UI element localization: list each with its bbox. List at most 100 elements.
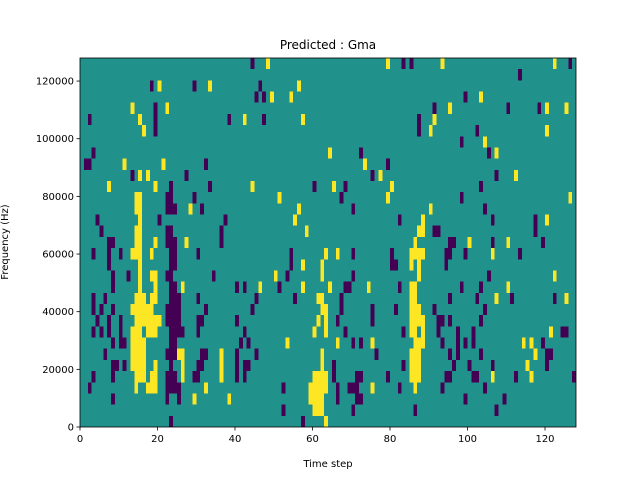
heatmap-cell xyxy=(386,158,391,170)
heatmap-cell xyxy=(165,236,177,249)
heatmap-cell xyxy=(343,281,352,293)
heatmap-cell xyxy=(463,393,468,405)
heatmap-cell xyxy=(192,393,197,405)
heatmap-cell xyxy=(169,281,177,293)
heatmap-cell xyxy=(219,371,224,383)
heatmap-cell xyxy=(91,326,96,338)
heatmap-cell xyxy=(486,270,491,282)
heatmap-cell xyxy=(289,91,294,103)
heatmap-cell xyxy=(552,58,557,70)
heatmap-cell xyxy=(448,292,453,304)
heatmap-cell xyxy=(347,382,360,394)
y-tick-label: 80000 xyxy=(42,192,74,203)
heatmap-cell xyxy=(277,281,282,293)
heatmap-cell xyxy=(304,225,309,237)
heatmap-cell xyxy=(223,214,228,226)
heatmap-cell xyxy=(149,248,154,260)
heatmap-cell xyxy=(533,214,538,226)
heatmap-cell xyxy=(161,158,166,170)
heatmap-cell xyxy=(324,315,329,327)
y-axis: 0 20000 40000 60000 80000 100000 120000 xyxy=(36,77,80,434)
heatmap-cell xyxy=(572,371,577,383)
heatmap-cell xyxy=(87,382,92,394)
heatmap-cell xyxy=(165,192,173,204)
heatmap-cell xyxy=(153,281,158,293)
heatmap-cell xyxy=(134,371,146,383)
y-tick-label: 0 xyxy=(68,423,74,434)
heatmap-cell xyxy=(138,281,143,293)
heatmap-cell xyxy=(316,315,321,327)
heatmap-cell xyxy=(134,292,146,304)
heatmap-cell xyxy=(266,58,270,70)
heatmap-cell xyxy=(138,113,143,126)
heatmap-cell xyxy=(169,326,185,338)
heatmap-cell xyxy=(196,326,201,338)
heatmap-cell xyxy=(111,337,115,349)
heatmap-cell xyxy=(568,192,573,204)
heatmap-cell xyxy=(87,113,92,126)
heatmap-cell xyxy=(316,292,325,304)
heatmap-cell xyxy=(130,326,143,338)
heatmap-cell xyxy=(107,326,112,338)
heatmap-cell xyxy=(483,382,487,394)
heatmap-cell xyxy=(165,348,177,360)
heatmap-cell xyxy=(130,337,146,349)
heatmap-cell xyxy=(378,169,383,181)
heatmap-cell xyxy=(165,203,177,215)
heatmap-cell xyxy=(95,315,100,327)
heatmap-cell xyxy=(343,326,348,338)
heatmap-cell xyxy=(324,248,329,260)
heatmap-cell xyxy=(196,248,201,260)
heatmap-cell xyxy=(320,359,325,372)
heatmap-cell xyxy=(91,292,96,304)
heatmap-cell xyxy=(409,348,422,360)
heatmap-cell xyxy=(138,270,143,282)
heatmap-cell xyxy=(157,80,162,92)
heatmap-cell xyxy=(118,337,127,349)
heatmap-cell xyxy=(370,169,375,181)
x-tick-label: 20 xyxy=(151,434,164,445)
heatmap-cell xyxy=(281,404,286,416)
heatmap-cell xyxy=(99,225,104,237)
heatmap-cell xyxy=(494,169,499,181)
heatmap-cell xyxy=(529,337,534,349)
heatmap-cell xyxy=(409,292,418,304)
heatmap-cell xyxy=(269,91,274,103)
heatmap-cell xyxy=(335,393,340,405)
heatmap-cell xyxy=(153,181,158,193)
heatmap-cell xyxy=(107,248,112,260)
heatmap-cell xyxy=(409,315,425,327)
heatmap-cell xyxy=(401,326,406,338)
heatmap-cell xyxy=(483,304,487,316)
heatmap-cell xyxy=(510,292,515,304)
heatmap-cell xyxy=(153,359,158,372)
heatmap-cell xyxy=(494,404,499,416)
heatmap-cell xyxy=(417,259,422,271)
heatmap-cell xyxy=(432,113,437,126)
heatmap-cell xyxy=(417,225,425,237)
heatmap-cell xyxy=(370,382,375,394)
heatmap-cell xyxy=(157,214,162,226)
heatmap-cell xyxy=(169,259,177,271)
heatmap-cell xyxy=(111,270,115,282)
heatmap-cell xyxy=(568,58,573,70)
y-tick-label: 60000 xyxy=(42,250,74,261)
heatmap-cell xyxy=(409,359,422,372)
heatmap-cell xyxy=(91,371,96,383)
heatmap-cell xyxy=(374,348,379,360)
x-axis-label: Time step xyxy=(302,459,352,470)
heatmap-cell xyxy=(111,281,115,293)
heatmap-cell xyxy=(308,393,325,405)
x-tick-label: 0 xyxy=(77,434,83,445)
heatmap-cell xyxy=(130,348,146,360)
heatmap-cell xyxy=(490,371,495,383)
heatmap-cell xyxy=(134,236,142,249)
heatmap-cell xyxy=(107,259,112,271)
heatmap-cell xyxy=(529,371,534,383)
y-tick-label: 20000 xyxy=(42,365,74,376)
heatmap-cell xyxy=(324,415,329,427)
heatmap-cell xyxy=(479,91,484,103)
heatmap-cell xyxy=(432,102,437,114)
heatmap-cell xyxy=(490,214,495,226)
